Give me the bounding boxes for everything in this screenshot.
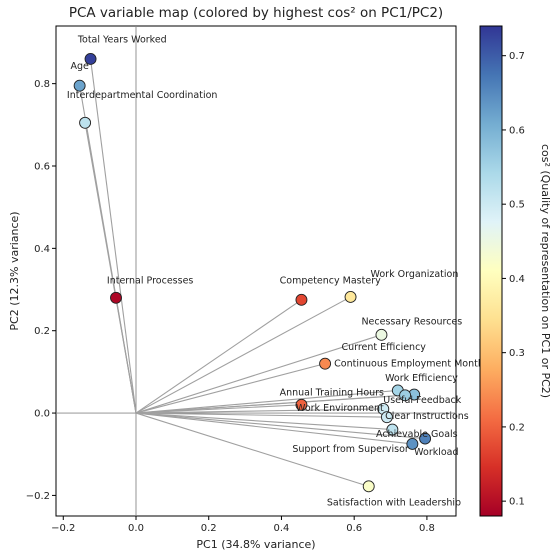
variable-label: Necessary Resources [361,317,462,328]
y-tick-label: 0.0 [34,409,50,420]
loading-arrow [135,412,413,445]
loading-arrow [135,408,384,414]
y-tick-label: −0.2 [26,491,50,502]
x-axis-label: PC1 (34.8% variance) [196,538,315,551]
variable-label: Current Efficiency [341,342,426,353]
variable-label: Work Organization [371,269,459,280]
variable-label: Clear Instructions [385,411,469,422]
variable-label: Work Efficiency [385,373,458,384]
variable-label: Work Environment [296,403,384,414]
variable-label: Interdepartmental Coordination [67,90,218,101]
y-axis-ticks: −0.2 0.0 0.2 0.4 0.6 0.8 [26,79,56,502]
variable-point [344,290,357,303]
y-tick-label: 0.8 [34,79,50,90]
colorbar-tick-label: 0.4 [509,274,525,285]
variable-point [419,432,432,445]
colorbar-tick-label: 0.2 [509,422,525,433]
loading-arrows [79,58,426,487]
loading-arrow [135,412,387,418]
variable-point [79,116,92,129]
variable-label: Useful Feedback [383,395,462,406]
variable-point [295,398,308,411]
variable-points [73,52,432,493]
x-tick-label: 0.8 [419,523,435,534]
y-tick-label: 0.4 [34,244,50,255]
variable-point [399,389,412,402]
variable-label: Workload [414,447,458,458]
loading-arrow [135,412,426,440]
variable-labels: Total Years Worked Age Interdepartmental C… [67,34,489,508]
variable-label: Annual Training Hours [280,387,384,398]
variable-point [295,293,308,306]
loading-arrow [135,334,382,414]
x-tick-label: −0.2 [51,523,75,534]
x-tick-label: 0.2 [201,523,217,534]
loading-arrow [135,363,326,414]
variable-label: Competency Mastery [280,275,381,286]
variable-label: Continuous Employment Months [334,359,489,370]
y-tick-label: 0.6 [34,162,50,173]
variable-label: Support from Supervisor [292,444,409,455]
loading-arrow [135,394,406,414]
colorbar-tick-label: 0.6 [509,125,525,136]
loading-arrow [135,299,302,414]
variable-label: Achievable Goals [376,429,458,440]
variable-point [73,79,86,92]
variable-point [406,437,419,450]
loading-arrow [135,404,302,414]
variable-point [362,480,375,493]
colorbar-tick-label: 0.7 [509,51,525,62]
variable-point [319,357,332,370]
x-tick-label: 0.6 [346,523,362,534]
variable-point [84,52,97,65]
loading-arrow [135,389,398,414]
x-axis-ticks: −0.2 0.0 0.2 0.4 0.6 0.8 [51,516,435,534]
loading-arrow [135,412,369,487]
x-tick-label: 0.0 [128,523,144,534]
loading-arrow [89,58,137,414]
colorbar-tick-label: 0.1 [509,497,525,508]
colorbar-ticks: 0.1 0.2 0.3 0.4 0.5 0.6 0.7 [502,51,525,508]
variable-point [380,411,393,424]
variable-label: Total Years Worked [77,34,167,45]
loading-arrow [115,297,137,414]
loading-arrow [135,296,351,414]
plot-area: Total Years Worked Age Interdepartmental C… [26,25,489,534]
colorbar: 0.1 0.2 0.3 0.4 0.5 0.6 0.7 cos² (Quality of r… [479,25,550,517]
colorbar-label: cos² (Quality of representation on PC1 o… [539,144,550,398]
chart-title: PCA variable map (colored by highest cos… [69,5,443,21]
y-tick-label: 0.2 [34,326,50,337]
colorbar-gradient [479,25,503,517]
variable-label: Satisfaction with Leadership [327,498,461,509]
variable-point [110,291,122,304]
colorbar-tick-label: 0.3 [509,348,525,359]
variable-label: Age [71,61,90,72]
variable-point [375,328,388,341]
colorbar-tick-label: 0.5 [509,200,525,211]
variable-label: Internal Processes [107,275,194,286]
x-tick-label: 0.4 [274,523,290,534]
variable-point [386,423,399,436]
y-axis-label: PC2 (12.3% variance) [8,211,21,330]
loading-arrow [135,412,393,431]
